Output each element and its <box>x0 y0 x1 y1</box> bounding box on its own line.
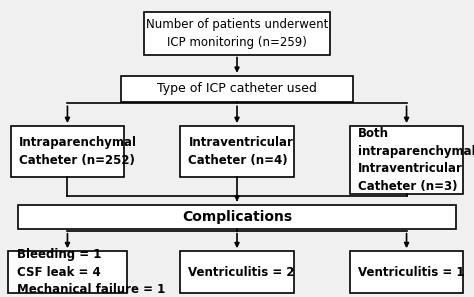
FancyBboxPatch shape <box>350 251 464 293</box>
Text: Ventriculitis = 1: Ventriculitis = 1 <box>358 266 465 279</box>
FancyBboxPatch shape <box>144 12 330 55</box>
FancyBboxPatch shape <box>8 251 127 293</box>
Text: Intraventricular
Catheter (n=4): Intraventricular Catheter (n=4) <box>189 136 293 167</box>
Text: Intraparenchymal
Catheter (n=252): Intraparenchymal Catheter (n=252) <box>19 136 137 167</box>
Text: Type of ICP catheter used: Type of ICP catheter used <box>157 82 317 95</box>
FancyBboxPatch shape <box>121 76 353 102</box>
Text: Complications: Complications <box>182 210 292 224</box>
Text: Both
intraparenchymal and
Intraventricular
Catheter (n=3): Both intraparenchymal and Intraventricul… <box>358 127 474 193</box>
FancyBboxPatch shape <box>18 205 456 229</box>
Text: Number of patients underwent
ICP monitoring (n=259): Number of patients underwent ICP monitor… <box>146 18 328 49</box>
FancyBboxPatch shape <box>10 126 124 177</box>
FancyBboxPatch shape <box>180 251 294 293</box>
Text: Ventriculitis = 2: Ventriculitis = 2 <box>189 266 295 279</box>
FancyBboxPatch shape <box>350 126 464 194</box>
Text: Bleeding = 1
CSF leak = 4
Mechanical failure = 1: Bleeding = 1 CSF leak = 4 Mechanical fai… <box>17 248 165 296</box>
FancyBboxPatch shape <box>180 126 294 177</box>
